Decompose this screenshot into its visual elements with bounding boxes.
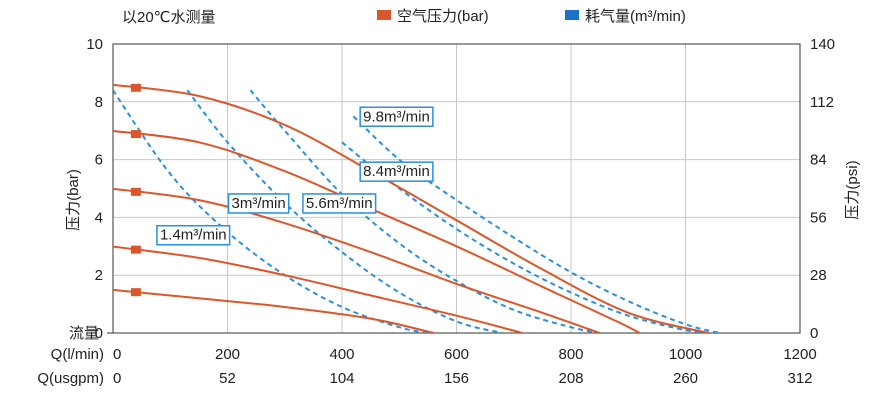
annotations: 9.8m³/min 8.4m³/min 3m³/min 5.6m³/min 1.4m³/… <box>156 106 434 246</box>
y-right-tick-label: 140 <box>810 36 835 53</box>
pressure-series <box>113 83 709 333</box>
pressure-curve <box>113 187 600 333</box>
x-tick-label: 0 <box>113 346 121 363</box>
annotation-label: 5.6m³/min <box>302 193 377 214</box>
x-tick-label: 1200 <box>783 346 816 363</box>
annotation-label: 8.4m³/min <box>359 161 434 182</box>
y-right-tick-label: 0 <box>810 325 818 342</box>
annotation-label: 1.4m³/min <box>156 224 231 246</box>
pressure-curve <box>113 288 434 333</box>
annotation-box <box>227 193 290 214</box>
y-right-tick-label: 28 <box>810 267 827 284</box>
consumption-curve <box>113 89 429 333</box>
y-left-tick-label: 2 <box>95 267 103 284</box>
x-tick-label: 800 <box>558 346 583 363</box>
annotation-text: 3m³/min <box>232 195 286 212</box>
x-secondary-tick-label: 156 <box>444 370 469 387</box>
annotation-label: 3m³/min <box>227 193 290 214</box>
pressure-marker <box>130 83 141 92</box>
legend-pressure-swatch <box>377 10 391 20</box>
annotation-box <box>156 224 231 246</box>
consumption-curve <box>186 89 503 333</box>
chart-title: 以20℃水测量 <box>122 9 216 26</box>
annotation-label: 9.8m³/min <box>359 106 434 127</box>
x-tick-label: 400 <box>329 346 354 363</box>
x-secondary-tick-label: 208 <box>558 370 583 387</box>
x-primary-unit-label: Q(l/min) <box>51 346 104 363</box>
y-right-tick-label: 84 <box>810 152 827 169</box>
pressure-marker <box>130 245 141 254</box>
axis-ticks: 0020052400104600156800208100026012003120… <box>86 36 835 387</box>
x-secondary-tick-label: 260 <box>673 370 698 387</box>
x-tick-label: 600 <box>444 346 469 363</box>
legend-pressure-label: 空气压力(bar) <box>397 8 489 25</box>
x-secondary-tick-label: 312 <box>787 370 812 387</box>
annotation-text: 5.6m³/min <box>306 195 373 212</box>
y-left-tick-label: 0 <box>95 325 103 342</box>
consumption-curve <box>341 141 715 333</box>
y-axis-left-label: 压力(bar) <box>65 169 82 231</box>
y-left-tick-label: 8 <box>95 94 103 111</box>
pressure-marker <box>130 288 141 297</box>
y-right-tick-label: 112 <box>810 94 834 111</box>
pressure-curve <box>113 83 709 333</box>
grid <box>107 43 801 334</box>
x-secondary-unit-label: Q(usgpm) <box>37 370 104 387</box>
x-secondary-tick-label: 0 <box>113 370 121 387</box>
y-left-tick-label: 6 <box>95 152 103 169</box>
y-left-tick-label: 4 <box>95 209 103 226</box>
annotation-box <box>359 161 434 182</box>
consumption-curve <box>249 89 600 333</box>
x-tick-label: 1000 <box>669 346 702 363</box>
y-right-tick-label: 56 <box>810 209 827 226</box>
y-axis-right-label: 压力(psi) <box>844 160 861 219</box>
legend: 空气压力(bar) 耗气量(m³/min) <box>377 8 686 25</box>
pressure-marker <box>130 130 141 139</box>
annotation-box <box>359 106 434 127</box>
annotation-box <box>302 193 377 214</box>
pressure-curve <box>113 245 523 333</box>
y-left-tick-label: 10 <box>86 36 103 53</box>
x-tick-label: 200 <box>215 346 240 363</box>
annotation-text: 1.4m³/min <box>160 227 227 244</box>
pressure-curve <box>113 130 641 333</box>
annotation-text: 8.4m³/min <box>363 163 430 180</box>
x-secondary-tick-label: 52 <box>219 370 236 387</box>
annotation-text: 9.8m³/min <box>363 108 430 125</box>
legend-consumption-swatch <box>565 10 579 20</box>
x-axis-label: 流量 <box>69 325 99 342</box>
pressure-marker <box>130 187 141 196</box>
x-secondary-tick-label: 104 <box>329 370 354 387</box>
legend-consumption-label: 耗气量(m³/min) <box>585 8 686 25</box>
